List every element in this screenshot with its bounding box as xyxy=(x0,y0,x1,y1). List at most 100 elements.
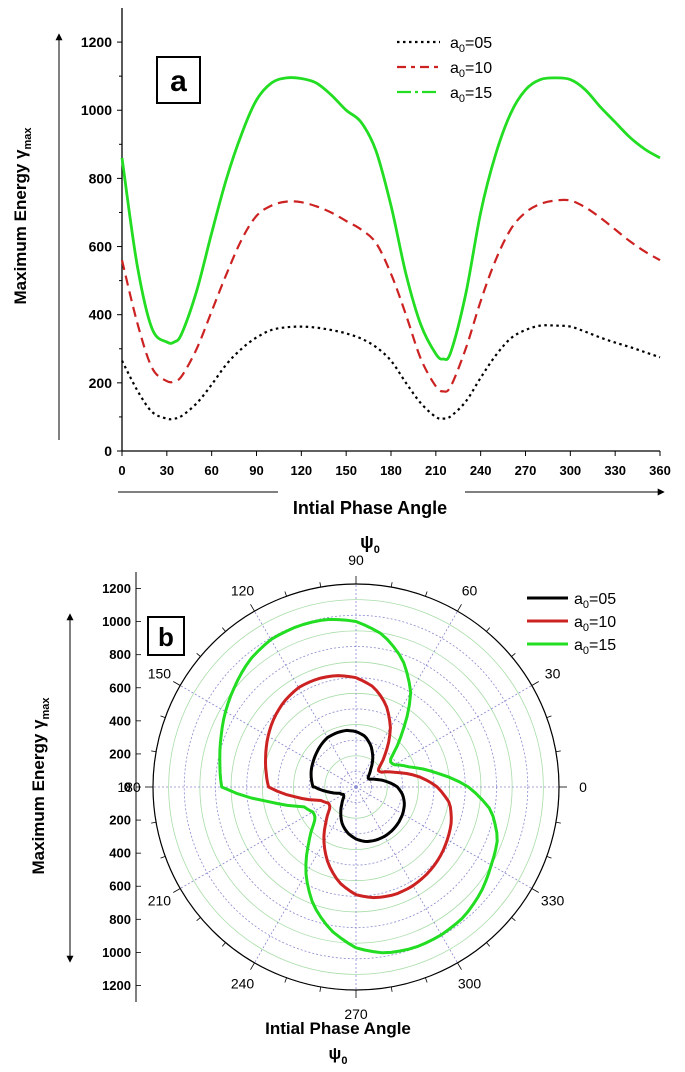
legend-label-2: a0=10 xyxy=(574,614,616,634)
y-tick-label: 600 xyxy=(89,239,113,255)
legend-label-1: a0=05 xyxy=(450,35,492,55)
radial-tick-label: 1200 xyxy=(102,581,131,596)
polar-grid-spoke xyxy=(355,786,458,964)
polar-tick-mark xyxy=(196,652,201,657)
polar-grid-circle xyxy=(324,755,388,819)
polar-tick-mark xyxy=(160,715,166,718)
panel-label: b xyxy=(158,622,174,652)
y-tick-label: 800 xyxy=(89,170,113,186)
x-tick-label: 240 xyxy=(470,463,492,478)
polar-tick-mark xyxy=(555,821,561,824)
angle-label: 60 xyxy=(462,582,478,598)
radial-tick-label: 200 xyxy=(109,813,131,828)
polar-chart-panel: 0 30 60 90 120 150 180 210 240 270 300 330 1200 1000… xyxy=(29,552,616,1067)
radial-tick-label: 400 xyxy=(109,713,131,728)
polar-tick-mark xyxy=(160,856,166,859)
series-line-2 xyxy=(120,198,661,393)
polar-grid-circle xyxy=(277,708,435,866)
polar-tick-mark xyxy=(250,962,255,970)
radial-tick-label: 800 xyxy=(109,647,131,662)
x-tick-label: 270 xyxy=(515,463,537,478)
polar-tick-mark xyxy=(486,942,491,947)
x-axis-title: Intial Phase Angle xyxy=(265,1019,411,1038)
polar-tick-mark xyxy=(319,582,322,588)
x-tick-label: 180 xyxy=(380,463,402,478)
polar-grid-spoke xyxy=(355,685,533,788)
radial-tick-label: 1200 xyxy=(102,978,131,993)
legend-label-2: a0=10 xyxy=(450,60,492,80)
radial-tick-label: 400 xyxy=(109,846,131,861)
angle-label: 0 xyxy=(579,779,587,795)
x-tick-label: 300 xyxy=(559,463,581,478)
polar-tick-mark xyxy=(390,582,393,588)
polar-tick-mark xyxy=(425,591,428,597)
angle-label: 180 xyxy=(117,779,141,795)
angle-label: 30 xyxy=(545,666,561,682)
radial-axis-title: Maximum Energy γmax xyxy=(29,697,52,875)
legend-label-1: a0=05 xyxy=(574,591,616,611)
polar-tick-mark xyxy=(221,942,226,947)
polar-tick-mark xyxy=(173,888,181,893)
y-tick-label: 0 xyxy=(104,443,112,459)
polar-series-2 xyxy=(264,674,453,900)
x-axis-symbol: ψ0 xyxy=(329,1044,348,1067)
angle-label: 330 xyxy=(541,893,565,909)
x-tick-label: 120 xyxy=(290,463,312,478)
panel-label-box xyxy=(156,56,201,104)
polar-tick-mark xyxy=(196,917,201,922)
polar-tick-mark xyxy=(250,604,255,612)
y-axis-title: Maximum Energy γmax xyxy=(11,127,34,305)
polar-grid-spoke xyxy=(254,610,357,788)
polar-grid-circle xyxy=(183,614,529,960)
polar-tick-mark xyxy=(173,681,181,686)
x-tick-label: 150 xyxy=(335,463,357,478)
polar-tick-mark xyxy=(284,591,287,597)
polar-tick-mark xyxy=(319,986,322,992)
y-tick-label: 1000 xyxy=(81,102,112,118)
angle-label: 210 xyxy=(148,893,172,909)
angle-label: 270 xyxy=(344,1006,368,1022)
angle-label: 150 xyxy=(148,666,172,682)
panel-label-box xyxy=(147,616,185,656)
polar-tick-mark xyxy=(457,962,462,970)
polar-tick-mark xyxy=(151,821,157,824)
y-tick-label: 1200 xyxy=(81,34,112,50)
angle-label: 300 xyxy=(458,976,482,992)
radial-tick-label: 200 xyxy=(109,746,131,761)
polar-tick-mark xyxy=(221,627,226,632)
polar-grid-circle xyxy=(339,770,373,804)
x-tick-label: 210 xyxy=(425,463,447,478)
polar-tick-mark xyxy=(511,917,516,922)
x-tick-label: 330 xyxy=(604,463,626,478)
polar-grid-circle xyxy=(168,599,544,975)
panel-label: a xyxy=(170,65,187,98)
line-chart-panel: 0 30 60 90 120 150 180 210 240 270 300 330 360 0 200 40… xyxy=(11,8,671,556)
polar-tick-mark xyxy=(531,681,539,686)
x-tick-label: 30 xyxy=(160,463,174,478)
radial-tick-label: 1000 xyxy=(102,945,131,960)
polar-grid-spoke xyxy=(355,786,533,889)
radial-tick-label: 600 xyxy=(109,680,131,695)
legend-label-3: a0=15 xyxy=(574,637,616,657)
radial-tick-label: 800 xyxy=(109,912,131,927)
angle-label: 90 xyxy=(348,552,364,568)
angle-label: 240 xyxy=(231,976,255,992)
polar-tick-mark xyxy=(546,715,552,718)
polar-tick-mark xyxy=(511,652,516,657)
x-tick-label: 90 xyxy=(249,463,263,478)
polar-tick-mark xyxy=(284,977,287,983)
x-tick-label: 360 xyxy=(649,463,671,478)
series-line-1 xyxy=(121,324,661,421)
x-tick-label: 60 xyxy=(204,463,218,478)
x-tick-label: 0 xyxy=(118,463,125,478)
y-tick-label: 200 xyxy=(89,375,113,391)
radial-tick-label: 0 xyxy=(124,780,131,795)
polar-grid-circle xyxy=(308,739,404,835)
polar-tick-mark xyxy=(546,856,552,859)
polar-tick-mark xyxy=(151,750,157,753)
radial-tick-label: 1000 xyxy=(102,614,131,629)
y-tick-label: 400 xyxy=(89,307,113,323)
polar-grid-circle xyxy=(293,724,419,850)
polar-series-1 xyxy=(309,728,406,843)
